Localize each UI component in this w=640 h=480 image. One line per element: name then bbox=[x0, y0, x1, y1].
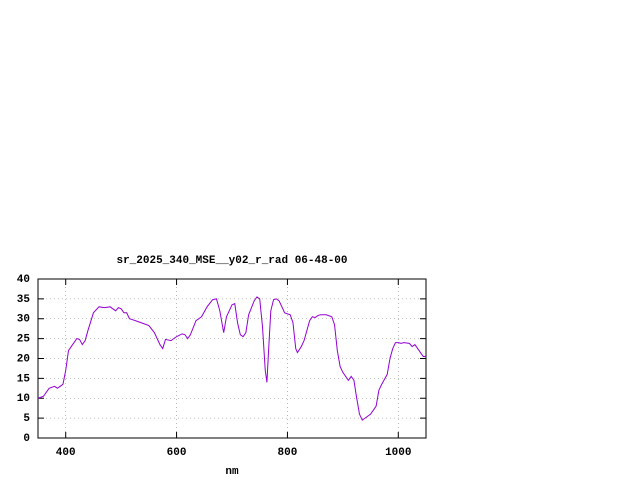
plot-frame bbox=[37, 278, 427, 439]
x-tick-label: 1000 bbox=[385, 447, 411, 459]
y-tick-label: 30 bbox=[17, 314, 30, 326]
y-tick-label: 40 bbox=[17, 274, 30, 286]
y-tick-label: 35 bbox=[17, 294, 31, 306]
y-tick-label: 10 bbox=[17, 393, 30, 405]
y-tick-label: 15 bbox=[17, 373, 31, 385]
x-axis-label: nm bbox=[225, 466, 239, 478]
y-tick-label: 20 bbox=[17, 353, 30, 365]
y-tick-label: 0 bbox=[23, 433, 30, 445]
x-tick-label: 800 bbox=[278, 447, 298, 459]
y-tick-label: 5 bbox=[23, 413, 30, 425]
data-line bbox=[37, 296, 426, 421]
chart-title: sr_2025_340_MSE__y02_r_rad 06-48-00 bbox=[116, 255, 347, 267]
y-tick-label: 25 bbox=[17, 334, 31, 346]
x-tick-label: 400 bbox=[56, 447, 76, 459]
x-tick-label: 600 bbox=[167, 447, 187, 459]
